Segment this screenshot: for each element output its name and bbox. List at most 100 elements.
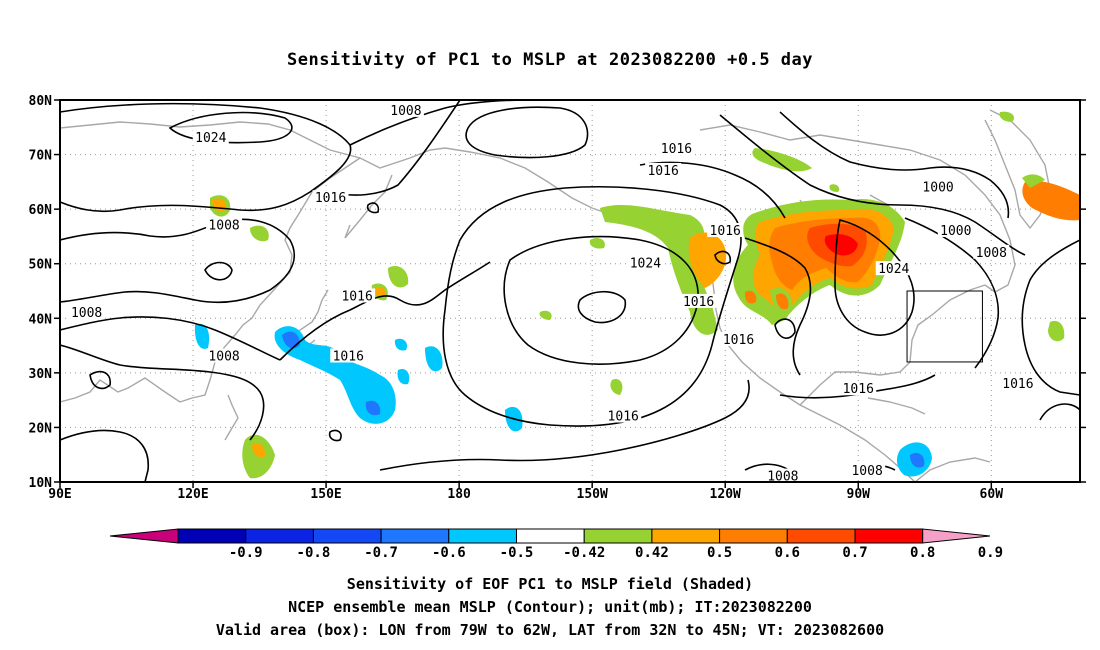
lat-label: 40N	[29, 312, 53, 327]
coastline-philippines	[224, 394, 239, 441]
contour-label-bg	[937, 222, 974, 237]
contour-label: 1024	[878, 262, 909, 277]
colorbar-segment	[380, 528, 450, 544]
contour-label-bg	[339, 288, 376, 303]
shade-greenland-green	[1022, 174, 1065, 342]
colorbar-label: 0.5	[707, 545, 732, 561]
lat-label: 10N	[29, 476, 53, 491]
colorbar-label: -0.6	[432, 545, 466, 561]
contour-label: 1016	[1002, 377, 1033, 392]
coastline-greenland	[984, 109, 1051, 230]
contour-1008-west	[60, 344, 265, 441]
contour-label: 1016	[333, 349, 364, 364]
contour-label: 1008	[851, 464, 882, 479]
lon-label: 60W	[980, 487, 1004, 502]
lon-label: 120E	[177, 487, 208, 502]
colorbar-label: -0.5	[500, 545, 534, 561]
contour-1016-sw	[60, 429, 149, 482]
colorbar-label: -0.9	[229, 545, 263, 561]
map-frame	[59, 99, 1081, 483]
contour-1016-atlantic-south	[1039, 403, 1080, 421]
contour-small-low-asia	[204, 261, 233, 281]
contour-label-bg	[605, 408, 642, 423]
contour-1016-na-north	[639, 161, 786, 219]
contour-1016-pacific-north	[329, 100, 461, 196]
contour-pac-high-inner	[577, 290, 627, 324]
contour-label-bg	[764, 468, 801, 482]
lat-label: 50N	[29, 258, 53, 273]
caption-shading: Sensitivity of EOF PC1 to MSLP field (Sh…	[346, 575, 754, 593]
contour-label: 1008	[208, 349, 239, 364]
caption-contour: NCEP ensemble mean MSLP (Contour); unit(…	[288, 598, 812, 616]
contour-label: 1024	[195, 131, 226, 146]
shade-eastpac-orange	[688, 232, 727, 288]
colorbar-label: 0.42	[635, 545, 669, 561]
colorbar-segment	[854, 528, 924, 544]
contour-small-na-1	[714, 250, 732, 265]
contour-1024-na	[834, 219, 915, 336]
lat-label: 30N	[29, 367, 53, 382]
contour-label: 1000	[940, 224, 971, 239]
contour-1000-canada	[779, 111, 1010, 219]
colorbar-segment	[516, 528, 585, 544]
coastline-north-america-west	[711, 274, 916, 482]
shade-caribbean-blue	[910, 453, 925, 468]
contour-label-bg	[192, 130, 229, 145]
contour-label: 1016	[710, 224, 741, 239]
lon-label: 180	[447, 487, 471, 502]
mslp-contours	[60, 100, 1080, 482]
contour-label-group: 1008 1024 1016 1016 1016 1000 1000 1008 1008 1016…	[68, 102, 1036, 485]
contour-north-pac-low	[465, 106, 589, 159]
lat-label: 20N	[29, 421, 53, 436]
colorbar-label: 0.9	[978, 545, 1003, 561]
map-title: Sensitivity of PC1 to MSLP at 2023082200…	[286, 50, 813, 70]
coastline-arctic-canada	[699, 124, 1016, 293]
colorbar-label: -0.8	[297, 545, 331, 561]
contour-1016-na-mid	[744, 237, 812, 376]
contour-label-bg	[206, 348, 243, 363]
shade-pac-blue-1	[282, 331, 381, 416]
contour-label: 1016	[723, 333, 754, 348]
shade-central-na-maxred	[824, 234, 858, 256]
shade-mexico-orange	[744, 290, 789, 310]
lat-label: 70N	[29, 149, 53, 164]
shade-pac-cyan-1	[274, 326, 396, 424]
contour-label: 1016	[683, 295, 714, 310]
contour-label: 1008	[767, 470, 798, 485]
colorbar-segment	[719, 528, 788, 544]
contour-label-bg	[330, 348, 367, 363]
contour-1016-central-pac	[279, 261, 491, 361]
contour-label: 1016	[843, 382, 874, 397]
coastline-arctic-asia	[60, 121, 446, 169]
colorbar-segment	[651, 528, 721, 544]
contour-label: 1008	[976, 246, 1007, 261]
lon-label: 120W	[710, 487, 741, 502]
colorbar: -0.9 -0.8 -0.7 -0.6 -0.5 -0.42 0.42 0.5 0.6 0.7 0.…	[109, 528, 1003, 561]
colorbar-label: 0.6	[775, 545, 800, 561]
contour-small-wp-2	[328, 429, 342, 442]
colorbar-segment	[786, 528, 856, 544]
contour-1016-west-pac	[60, 316, 281, 361]
contour-label-bg	[645, 162, 682, 177]
colorbar-label: -0.42	[563, 545, 605, 561]
contour-label: 1008	[390, 104, 421, 119]
contour-label-bg	[312, 190, 349, 205]
colorbar-low-triangle	[109, 528, 179, 544]
contour-label: 1016	[341, 289, 372, 304]
contour-label: 1008	[208, 219, 239, 234]
coastline-cuba	[867, 397, 926, 415]
contour-label-bg	[627, 255, 664, 270]
colorbar-segment	[177, 528, 247, 544]
lat-label: 80N	[29, 94, 53, 109]
contour-1016-pac-high-outer	[442, 186, 742, 427]
lon-label: 150E	[310, 487, 341, 502]
lat-label: 60N	[29, 203, 53, 218]
contour-1016-arctic	[60, 102, 352, 213]
coastline-kamchatka	[344, 174, 393, 239]
colorbar-label: -0.7	[364, 545, 398, 561]
contour-small-low-wp	[89, 370, 111, 390]
map-plot-area: 1008 1024 1016 1016 1016 1000 1000 1008 1008 1016…	[59, 99, 1081, 485]
contour-label: 1016	[608, 410, 639, 425]
contour-label: 1000	[922, 180, 953, 195]
contour-label: 1016	[315, 191, 346, 206]
